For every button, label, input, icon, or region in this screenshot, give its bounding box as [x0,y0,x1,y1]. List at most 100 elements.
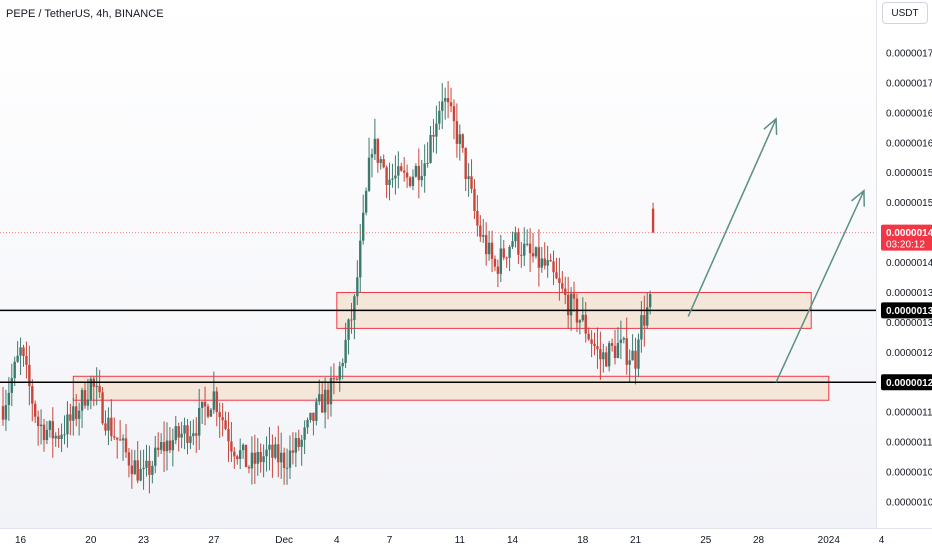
candle-body [335,378,339,380]
candle-body [10,378,13,393]
candle-body [643,315,646,326]
price-tick-label: 0.00000175 [886,49,932,60]
time-tick-label: 4 [334,535,340,546]
candle-body [566,294,570,316]
candle-body [599,349,602,360]
candle-body [227,428,230,442]
candle-body [370,154,374,158]
candle-body [367,157,371,191]
time-tick-label: 27 [208,535,220,546]
candle-body [4,405,8,420]
candle-body [241,444,245,451]
candle-body [265,449,268,457]
candle-body [168,440,172,451]
candle-body [534,247,538,257]
time-scale[interactable]: 16 20 23 27 Dec 4 7 11 14 18 21 25 28 2024 4 [0,528,932,551]
candle-body [121,438,125,441]
candle-body [277,444,280,463]
candle-body [361,212,365,241]
candle-body [256,451,259,464]
candle-body [36,416,40,427]
candle-body [637,339,640,369]
candle-body [165,440,169,452]
candle-body [452,106,456,122]
candle-body [458,134,462,144]
candle-body [578,320,582,323]
price-tick-label: 0.00000105 [886,468,932,479]
candle-body [57,435,60,439]
candle-body [350,319,353,321]
candle-body [561,282,564,289]
candle-body [502,248,505,258]
time-tick-label: 18 [577,535,589,546]
candle-body [148,460,151,475]
candle-body [95,385,98,387]
price-tick-label: 0.00000125 [886,348,932,359]
currency-selector[interactable]: USDT [882,2,928,24]
candle-body [80,390,84,411]
candle-body [25,356,28,365]
candle-body [233,451,236,457]
candle-body [303,427,306,440]
candle-body [443,98,447,102]
candle-body [83,390,87,406]
time-tick-label: Dec [275,535,293,546]
candle-body [558,278,561,283]
zone-1 [72,375,830,401]
candle-body [171,440,175,451]
candle-body [162,442,166,452]
candle-body [520,254,523,256]
candle-body [546,260,549,266]
candle-body [212,391,216,410]
candle-body [259,451,262,463]
candle-body [505,257,508,259]
candle-body [16,355,19,362]
candle-body [625,338,628,365]
candle-body [86,399,90,406]
candle-body [619,339,623,343]
candle-body [60,434,63,439]
plot-area[interactable] [0,0,876,528]
candle-body [288,450,292,468]
candle-body [405,172,409,178]
price-tick-label: 0.00000115 [886,408,932,419]
candle-body [145,460,148,468]
candle-body [549,260,552,262]
candle-body [69,414,72,421]
candle-body [464,147,467,179]
candle-body [253,452,257,464]
candle-body [376,138,380,163]
candle-body [195,433,198,436]
candle-body [209,409,213,417]
candle-body [364,190,368,213]
candle-body [382,159,385,168]
candle-body [622,338,626,340]
candle-body [118,439,122,441]
candle-body [218,412,221,418]
projection-arrowhead [763,117,778,135]
candle-body [133,460,136,475]
candle-body [408,177,412,186]
candle-body [139,469,142,481]
candle-body [98,385,101,393]
candle-body [341,363,344,367]
candle-body [323,389,327,413]
chart-title: PEPE / TetherUS, 4h, BINANCE [6,8,164,20]
candle-body [438,110,441,124]
candle-body [13,361,16,379]
candle-body [320,394,324,413]
candle-body [391,178,394,180]
candle-body [224,420,227,429]
candle-body [651,208,655,233]
candle-body [200,401,204,408]
candle-body [250,452,254,469]
candle-body [291,450,295,453]
candle-body [402,170,406,173]
candle-body [48,421,52,430]
candle-body [63,434,66,436]
candle-body [268,444,271,450]
candle-body [397,166,400,176]
candle-body [484,235,488,255]
